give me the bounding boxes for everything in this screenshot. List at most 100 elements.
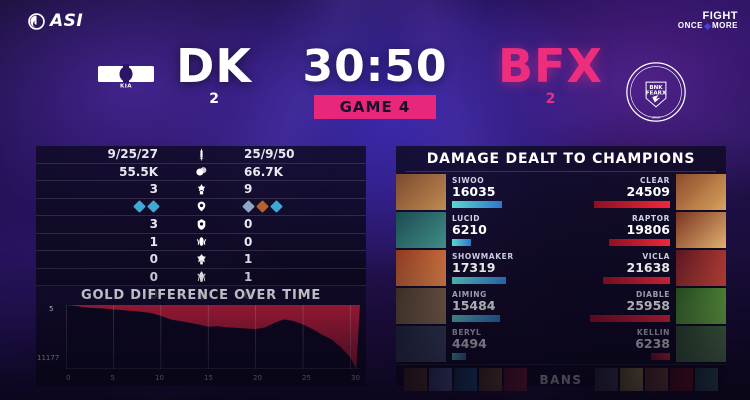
damage-panel: DAMAGE DEALT TO CHAMPIONS SIWOO 16035 CLEA… — [396, 146, 726, 391]
dragon-token-right-1 — [242, 200, 255, 214]
player-damage: 16035 — [452, 184, 496, 199]
diamond-icon — [703, 22, 712, 31]
ban-portrait-ban-5 — [504, 368, 527, 391]
stat-row-kda: 9/25/27 25/9/50 — [36, 146, 366, 164]
tagline-line-1: FIGHT — [702, 10, 738, 22]
stat-right-dragons — [232, 200, 366, 214]
ban-portrait-ban-1 — [404, 368, 427, 391]
left-team-bans — [404, 368, 527, 391]
ban-portrait-ban-2 — [429, 368, 452, 391]
svg-text:KIA: KIA — [120, 84, 132, 90]
champion-portrait-siwoo — [396, 174, 446, 210]
right-team-name: BFX — [498, 39, 603, 93]
player-name: BERYL — [452, 328, 482, 337]
player-damage: 24509 — [626, 184, 671, 199]
x-tick-6: 30 — [351, 374, 360, 382]
stat-left-inhibitors: 0 — [149, 269, 158, 284]
left-team-name: DK — [176, 39, 252, 93]
player-name: CLEAR — [640, 176, 670, 185]
gold-chart-x-axis: 0 5 10 15 20 25 30 — [36, 374, 366, 382]
tagline-once: ONCE — [677, 21, 703, 31]
damage-bar-left — [452, 353, 466, 360]
bnk-fearx-crest-icon: BNK FEARX 2019 — [625, 59, 687, 128]
x-tick-4: 20 — [253, 374, 262, 382]
champion-portrait-lucid — [396, 212, 446, 248]
player-name: KELLIN — [636, 328, 670, 337]
damage-bar-right — [589, 315, 670, 322]
stat-left-baron: 1 — [149, 234, 158, 249]
y-axis-bottom-label: 11177 — [37, 354, 60, 362]
player-name: SHOWMAKER — [452, 252, 514, 261]
stat-left-gold: 55.5K — [119, 164, 158, 179]
left-team-score: 2 — [209, 90, 219, 107]
tower-icon — [170, 183, 232, 196]
svg-text:2019: 2019 — [652, 116, 660, 120]
baron-icon — [170, 235, 232, 248]
dragon-token-right-2 — [256, 200, 269, 214]
ban-portrait-ban-7 — [620, 368, 643, 391]
damage-bar-right — [608, 239, 670, 246]
damage-bar-left — [452, 239, 472, 246]
y-axis-top-label: 5 — [49, 305, 54, 313]
sword-icon — [170, 148, 232, 161]
match-center: 30:50 GAME 4 — [260, 45, 490, 119]
damage-panel-title: DAMAGE DEALT TO CHAMPIONS — [406, 146, 716, 172]
gold-chart-area: 5 11177 — [36, 303, 366, 374]
ban-portrait-ban-4 — [479, 368, 502, 391]
right-team-score: 2 — [545, 90, 556, 107]
damage-bar-left — [452, 277, 506, 284]
champion-portrait-kellin — [676, 326, 726, 362]
atakhan-icon — [170, 253, 232, 266]
game-number-badge: GAME 4 — [313, 95, 437, 119]
stat-right-towers: 9 — [244, 182, 253, 197]
stat-left-kda: 9/25/27 — [107, 147, 158, 162]
player-damage: 17319 — [452, 260, 496, 275]
stat-right-baron: 0 — [244, 234, 253, 249]
kia-logo-icon: KIA — [97, 59, 156, 94]
gold-chart-title: GOLD DIFFERENCE OVER TIME — [80, 288, 321, 303]
dragon-token-left-1 — [133, 200, 146, 214]
player-damage: 21638 — [626, 260, 671, 275]
damage-bar-right — [603, 277, 670, 284]
inhibitor-icon — [170, 270, 232, 283]
champion-portrait-diable — [676, 288, 726, 324]
right-team-block: BFX 2 BNK FEARX 2019 — [490, 39, 745, 128]
stat-right-herald: 0 — [244, 217, 253, 232]
stat-right-atakhan: 1 — [244, 252, 253, 267]
tagline-more: MORE — [712, 21, 738, 31]
stat-left-atakhan: 0 — [149, 252, 158, 267]
game-timer: 30:50 — [302, 41, 448, 92]
player-damage: 15484 — [452, 298, 496, 313]
svg-text:FEARX: FEARX — [646, 90, 667, 96]
right-team-identity: BFX 2 — [498, 39, 603, 107]
x-tick-5: 25 — [302, 374, 311, 382]
bans-label: BANS — [539, 372, 583, 387]
left-team-block: KIA DK 2 — [5, 39, 260, 107]
damage-bar-right — [650, 353, 670, 360]
damage-row: LUCID 6210 RAPTOR 19806 — [396, 212, 726, 248]
player-name: VICLA — [642, 252, 670, 261]
player-name: SIWOO — [452, 176, 485, 185]
champion-portrait-aiming — [396, 288, 446, 324]
dragon-token-right-3 — [270, 200, 283, 214]
ban-portrait-ban-10 — [695, 368, 718, 391]
stat-right-gold: 66.7K — [244, 164, 283, 179]
right-team-bans — [595, 368, 718, 391]
damage-row: AIMING 15484 DIABLE 25958 — [396, 288, 726, 324]
asi-swirl-icon — [28, 12, 45, 30]
x-tick-0: 0 — [66, 374, 71, 382]
x-tick-3: 15 — [204, 374, 213, 382]
x-tick-1: 5 — [110, 374, 115, 382]
broadcast-tagline: FIGHT ONCE MORE — [678, 10, 738, 31]
champion-portrait-vicla — [676, 250, 726, 286]
damage-bar-left — [452, 315, 500, 322]
gold-icon — [170, 165, 232, 178]
dragon-icon — [170, 200, 232, 213]
ban-portrait-ban-9 — [670, 368, 693, 391]
player-damage: 19806 — [626, 222, 671, 237]
